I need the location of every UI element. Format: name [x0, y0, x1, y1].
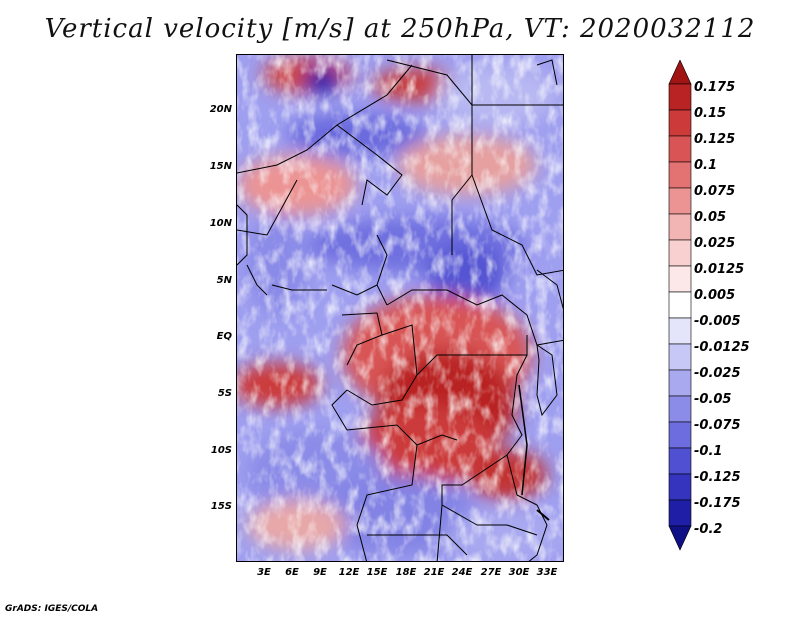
colorbar-bin-4 [668, 161, 692, 189]
colorbar-bin-12 [668, 369, 692, 397]
colorbar-bin-15 [668, 447, 692, 475]
colorbar-label-11: -0.025 [694, 366, 741, 381]
colorbar-label-0: 0.175 [694, 80, 736, 95]
colorbar-label-7: 0.0125 [694, 262, 745, 277]
colorbar-bin-8 [668, 265, 692, 293]
colorbar-label-13: -0.075 [694, 418, 741, 433]
lat-label-5n: 5N [216, 275, 232, 286]
colorbar-label-12: -0.05 [694, 392, 732, 407]
colorbar-label-6: 0.025 [694, 236, 736, 251]
colorbar-bin-1 [668, 83, 692, 111]
lat-label-10s: 10S [210, 445, 232, 456]
colorbar-bin-17 [668, 499, 692, 527]
colorbar-bin-13 [668, 395, 692, 423]
lat-label-10n: 10N [209, 218, 232, 229]
colorbar-bin-5 [668, 187, 692, 215]
colorbar-label-10: -0.0125 [694, 340, 750, 355]
colorbar-bin-7 [668, 239, 692, 267]
colorbar-label-16: -0.175 [694, 496, 741, 511]
lon-label-30e: 30E [508, 567, 530, 578]
colorbar-label-1: 0.15 [694, 106, 727, 121]
colorbar-label-8: 0.005 [694, 288, 736, 303]
lon-label-15e: 15E [366, 567, 388, 578]
lat-label-eq: EQ [216, 331, 232, 342]
country-boundaries [237, 55, 563, 561]
colorbar-label-17: -0.2 [694, 522, 723, 537]
lat-label-20n: 20N [209, 104, 232, 115]
lon-label-12e: 12E [338, 567, 360, 578]
plot-title: Vertical velocity [m/s] at 250hPa, VT: 2… [44, 14, 756, 44]
colorbar-bin-2 [668, 109, 692, 137]
colorbar-label-2: 0.125 [694, 132, 736, 147]
grads-credit: GrADS: IGES/COLA [5, 604, 99, 614]
colorbar-bin-16 [668, 473, 692, 501]
colorbar-bin-9 [668, 291, 692, 319]
lat-label-15n: 15N [209, 161, 232, 172]
lon-label-21e: 21E [423, 567, 445, 578]
colorbar-bin-14 [668, 421, 692, 449]
lon-label-3e: 3E [257, 567, 271, 578]
colorbar-label-3: 0.1 [694, 158, 718, 173]
colorbar-label-14: -0.1 [694, 444, 723, 459]
lon-label-6e: 6E [285, 567, 299, 578]
map-panel [236, 54, 564, 562]
colorbar-bin-10 [668, 317, 692, 345]
field-texture [237, 55, 563, 561]
lat-label-15s: 15S [210, 501, 232, 512]
colorbar-bin-11 [668, 343, 692, 371]
colorbar-bottom-arrow [668, 525, 692, 551]
colorbar-label-4: 0.075 [694, 184, 736, 199]
colorbar [668, 60, 692, 551]
colorbar-label-15: -0.125 [694, 470, 741, 485]
colorbar-bin-6 [668, 213, 692, 241]
lon-label-18e: 18E [395, 567, 417, 578]
lon-label-9e: 9E [313, 567, 327, 578]
lon-label-27e: 27E [480, 567, 502, 578]
vertical-velocity-field [237, 55, 563, 561]
lat-label-5s: 5S [217, 388, 232, 399]
colorbar-top-arrow [668, 60, 692, 85]
colorbar-label-9: -0.005 [694, 314, 741, 329]
colorbar-label-5: 0.05 [694, 210, 727, 225]
lon-label-33e: 33E [536, 567, 558, 578]
lon-label-24e: 24E [451, 567, 473, 578]
colorbar-bin-3 [668, 135, 692, 163]
